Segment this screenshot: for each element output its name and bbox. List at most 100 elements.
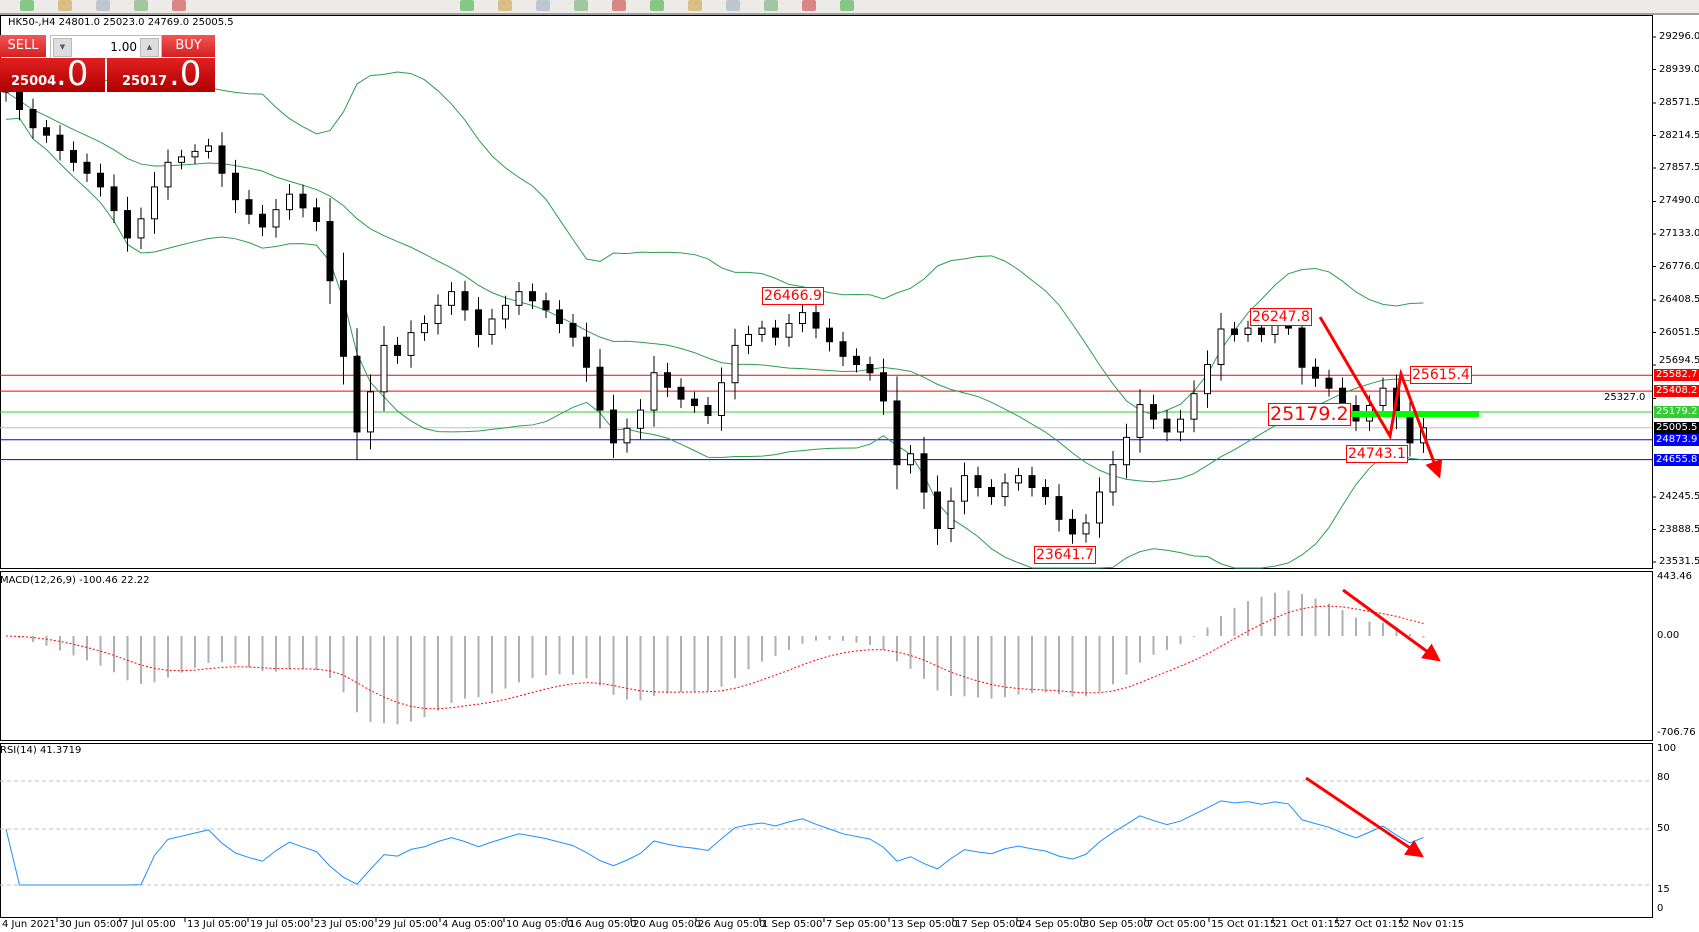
price-tick: 28571.5 xyxy=(1659,96,1699,108)
candle-body xyxy=(137,218,145,239)
candle-body xyxy=(1190,393,1198,420)
candle-body xyxy=(353,355,361,433)
candle-body xyxy=(394,344,401,356)
annotation-support[interactable]: 25179.2 xyxy=(1268,403,1351,426)
one-click-trading-panel: SELL ▼ 1.00 ▲ BUY 25004 .0 25017 .0 xyxy=(0,35,215,94)
market-watch-icon[interactable] xyxy=(58,0,72,11)
sell-button[interactable]: SELL xyxy=(0,35,46,57)
chart-candle-icon[interactable] xyxy=(498,0,512,11)
candle-body xyxy=(434,304,442,325)
price-line-tag: 25408.2 xyxy=(1654,385,1699,398)
candle-body xyxy=(245,199,253,215)
macd-panel-frame xyxy=(0,571,1653,741)
price-tick: 25327.0 xyxy=(1604,392,1646,404)
candle-body xyxy=(785,323,793,338)
price-line-tag: 25179.2 xyxy=(1654,405,1699,418)
candle-body xyxy=(691,398,698,407)
auto-trading-icon[interactable] xyxy=(172,0,186,11)
candle-body xyxy=(893,400,901,466)
candle-body xyxy=(286,193,293,211)
candle-body xyxy=(920,453,928,493)
candle-body xyxy=(677,386,685,400)
candle-body xyxy=(475,309,482,335)
sell-price[interactable]: 25004 .0 xyxy=(0,54,105,94)
price-tick: 28214.5 xyxy=(1659,129,1699,141)
time-tick: 4 Jun 2021 xyxy=(2,919,56,930)
candle-body xyxy=(1096,491,1103,524)
price-line-tag: 25582.7 xyxy=(1654,369,1699,382)
tile-icon[interactable] xyxy=(650,0,664,11)
candle-body xyxy=(907,453,914,466)
rsi-title: RSI(14) 41.3719 xyxy=(0,745,82,756)
bollinger-lower xyxy=(5,117,1424,569)
time-tick: 16 Aug 05:00 xyxy=(569,919,637,930)
candle-body xyxy=(29,108,37,129)
buy-button[interactable]: BUY xyxy=(162,35,215,57)
macd-signal-line xyxy=(5,605,1424,710)
candle-body xyxy=(1217,328,1225,366)
signals-icon[interactable] xyxy=(134,0,148,11)
time-tick: 1 Sep 05:00 xyxy=(762,919,823,930)
chart-canvas[interactable] xyxy=(0,15,1699,932)
candle-body xyxy=(1298,327,1306,368)
lot-decrease-button[interactable]: ▼ xyxy=(53,38,72,57)
price-tick: 27857.5 xyxy=(1659,162,1699,174)
price-tick: 27490.0 xyxy=(1659,195,1699,207)
scroll-icon[interactable] xyxy=(688,0,702,11)
buy-price[interactable]: 25017 .0 xyxy=(107,54,215,94)
candle-body xyxy=(1150,404,1157,420)
candle-body xyxy=(515,291,523,306)
candle-body xyxy=(1312,366,1319,379)
price-tick: 25694.5 xyxy=(1659,355,1699,367)
candle-body xyxy=(542,300,550,311)
candle-body xyxy=(299,193,307,209)
annotation-lower-high[interactable]: 25615.4 xyxy=(1410,366,1472,384)
time-tick: 15 Oct 01:15 xyxy=(1211,919,1277,930)
templates-icon[interactable] xyxy=(840,0,854,11)
bollinger-middle xyxy=(5,91,1424,483)
candle-body xyxy=(313,207,320,223)
candle-body xyxy=(623,427,631,444)
candle-body xyxy=(421,323,428,334)
macd-tick: 443.46 xyxy=(1657,571,1692,582)
candle-body xyxy=(853,355,860,366)
zoom-in-icon[interactable] xyxy=(574,0,588,11)
price-tick: 28939.0 xyxy=(1659,63,1699,75)
time-tick: 24 Sep 05:00 xyxy=(1019,919,1086,930)
time-tick: 21 Oct 01:15 xyxy=(1275,919,1341,930)
candle-body xyxy=(839,341,847,357)
chart-title: HK50-,H4 24801.0 25023.0 24769.0 25005.5 xyxy=(8,17,234,28)
annotation-recent-high[interactable]: 26247.8 xyxy=(1250,308,1312,326)
annotation-low[interactable]: 23641.7 xyxy=(1034,546,1096,564)
candle-body xyxy=(380,344,388,393)
chart-line-icon[interactable] xyxy=(536,0,550,11)
lot-size-field[interactable]: ▼ 1.00 ▲ xyxy=(50,35,162,59)
candle-body xyxy=(43,127,50,136)
price-tick: 27133.0 xyxy=(1659,228,1699,239)
annotation-recent-low[interactable]: 24743.1 xyxy=(1346,445,1408,463)
candle-body xyxy=(164,161,172,188)
candle-body xyxy=(178,156,185,163)
indicators-icon[interactable] xyxy=(764,0,778,11)
rsi-line xyxy=(5,800,1424,886)
candle-body xyxy=(1258,327,1265,335)
candle-body xyxy=(1028,475,1036,488)
zoom-out-icon[interactable] xyxy=(612,0,626,11)
candle-body xyxy=(772,327,779,338)
candle-body xyxy=(340,280,347,357)
period-icon[interactable] xyxy=(802,0,816,11)
shift-icon[interactable] xyxy=(726,0,740,11)
price-tick: 23531.5 xyxy=(1659,556,1699,568)
new-order-icon[interactable] xyxy=(20,0,34,11)
cloud-icon[interactable] xyxy=(96,0,110,11)
lot-value[interactable]: 1.00 xyxy=(110,40,137,54)
chart-bar-icon[interactable] xyxy=(460,0,474,11)
candle-body xyxy=(205,145,212,152)
candle-body xyxy=(880,372,887,402)
candle-body xyxy=(934,491,941,529)
annotation-high[interactable]: 26466.9 xyxy=(762,287,824,305)
bollinger-upper xyxy=(5,64,1424,416)
candle-body xyxy=(866,364,874,374)
time-tick: 2 Nov 01:15 xyxy=(1403,919,1465,930)
lot-increase-button[interactable]: ▲ xyxy=(140,38,159,57)
